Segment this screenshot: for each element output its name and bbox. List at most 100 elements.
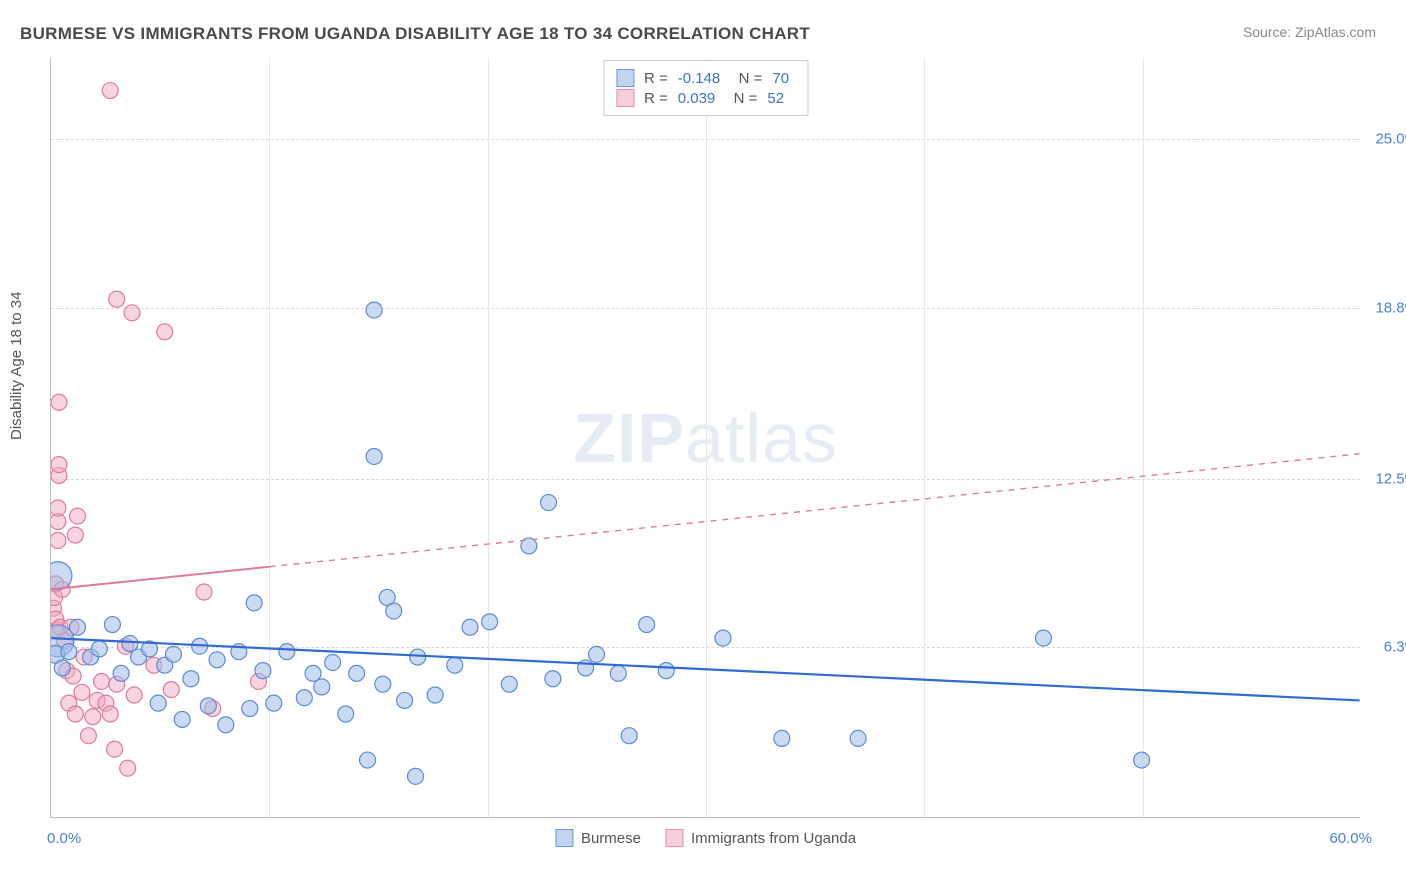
scatter-point <box>209 652 225 668</box>
stats-r-label: R = <box>644 90 668 107</box>
scatter-point <box>63 619 79 635</box>
scatter-point <box>104 617 120 633</box>
scatter-point <box>122 636 138 652</box>
scatter-point <box>54 660 70 676</box>
legend-swatch-1 <box>555 829 573 847</box>
gridline-vertical <box>269 58 270 817</box>
scatter-point <box>379 589 395 605</box>
scatter-point <box>242 701 258 717</box>
swatch-series-2 <box>616 89 634 107</box>
scatter-point <box>205 701 221 717</box>
y-axis-label: Disability Age 18 to 34 <box>8 292 25 440</box>
scatter-point <box>67 527 83 543</box>
scatter-point <box>621 728 637 744</box>
scatter-point <box>146 657 162 673</box>
scatter-point <box>157 657 173 673</box>
scatter-point <box>545 671 561 687</box>
scatter-point <box>251 673 267 689</box>
scatter-point <box>131 649 147 665</box>
legend-label-2: Immigrants from Uganda <box>691 830 856 847</box>
scatter-point <box>83 649 99 665</box>
gridline-vertical <box>488 58 489 817</box>
scatter-point <box>70 619 86 635</box>
bottom-legend: Burmese Immigrants from Uganda <box>555 829 856 847</box>
scatter-point <box>91 641 107 657</box>
legend-item-2: Immigrants from Uganda <box>665 829 856 847</box>
scatter-point <box>76 649 92 665</box>
scatter-point <box>51 611 64 627</box>
gridline-vertical <box>924 58 925 817</box>
scatter-point <box>51 600 62 616</box>
scatter-point <box>639 617 655 633</box>
trend-line-dashed <box>269 454 1359 567</box>
scatter-point <box>1134 752 1150 768</box>
scatter-point <box>126 687 142 703</box>
scatter-point <box>70 508 86 524</box>
stats-n-label: N = <box>730 70 762 87</box>
scatter-point <box>850 730 866 746</box>
y-tick-label: 25.0% <box>1375 131 1406 148</box>
scatter-point <box>482 614 498 630</box>
scatter-point <box>360 752 376 768</box>
scatter-point <box>462 619 478 635</box>
scatter-point <box>501 676 517 692</box>
scatter-point <box>349 665 365 681</box>
scatter-point <box>74 684 90 700</box>
scatter-point <box>408 768 424 784</box>
legend-item-1: Burmese <box>555 829 641 847</box>
scatter-point <box>610 665 626 681</box>
scatter-point <box>51 467 67 483</box>
scatter-point <box>54 581 70 597</box>
stats-r-value-2: 0.039 <box>678 90 716 107</box>
scatter-point <box>588 646 604 662</box>
scatter-point <box>51 500 66 516</box>
scatter-point <box>774 730 790 746</box>
scatter-point <box>266 695 282 711</box>
y-tick-label: 12.5% <box>1375 470 1406 487</box>
scatter-point <box>120 760 136 776</box>
scatter-point <box>51 514 66 530</box>
gridline-vertical <box>1143 58 1144 817</box>
scatter-point <box>338 706 354 722</box>
plot-area: ZIPatlas 6.3%12.5%18.8%25.0% R = -0.148 … <box>50 58 1360 818</box>
scatter-point <box>102 83 118 99</box>
scatter-point <box>51 394 67 410</box>
stats-n-label: N = <box>725 90 757 107</box>
scatter-point <box>51 625 74 657</box>
scatter-point <box>427 687 443 703</box>
legend-swatch-2 <box>665 829 683 847</box>
scatter-point <box>113 665 129 681</box>
scatter-point <box>51 533 66 549</box>
scatter-point <box>314 679 330 695</box>
scatter-point <box>59 663 75 679</box>
scatter-point <box>61 695 77 711</box>
scatter-point <box>447 657 463 673</box>
scatter-point <box>102 706 118 722</box>
scatter-point <box>325 654 341 670</box>
trend-line-solid <box>51 567 269 590</box>
scatter-point <box>397 692 413 708</box>
scatter-point <box>94 673 110 689</box>
y-tick-label: 18.8% <box>1375 299 1406 316</box>
scatter-point <box>165 646 181 662</box>
scatter-point <box>80 728 96 744</box>
stats-row-series-1: R = -0.148 N = 70 <box>616 69 789 87</box>
stats-n-value-1: 70 <box>772 70 789 87</box>
y-tick-label: 6.3% <box>1384 639 1406 656</box>
scatter-point <box>578 660 594 676</box>
scatter-point <box>52 619 68 635</box>
legend-label-1: Burmese <box>581 830 641 847</box>
scatter-point <box>386 603 402 619</box>
x-axis-min-label: 0.0% <box>47 830 81 847</box>
scatter-point <box>51 576 64 592</box>
scatter-point <box>67 706 83 722</box>
gridline-vertical <box>706 58 707 817</box>
scatter-point <box>366 302 382 318</box>
stats-row-series-2: R = 0.039 N = 52 <box>616 89 789 107</box>
scatter-point <box>98 695 114 711</box>
scatter-point <box>51 589 63 605</box>
chart-title: BURMESE VS IMMIGRANTS FROM UGANDA DISABI… <box>20 24 810 44</box>
scatter-point <box>305 665 321 681</box>
scatter-point <box>296 690 312 706</box>
scatter-point <box>246 595 262 611</box>
